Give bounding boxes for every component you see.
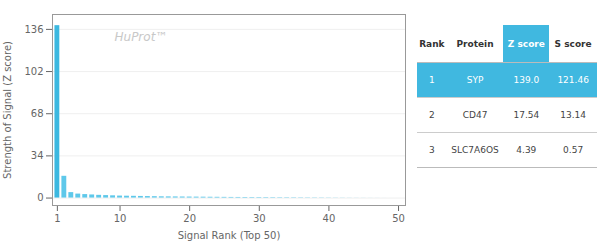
svg-text:10: 10	[114, 213, 127, 224]
svg-text:0: 0	[37, 192, 43, 203]
html-text:Z score: Z score	[507, 38, 545, 49]
html-text:1: 1	[429, 75, 435, 85]
html-text:Protein: Protein	[456, 38, 494, 49]
svg-text:30: 30	[253, 213, 266, 224]
html-text:17.54: 17.54	[513, 110, 540, 120]
svg-text:1: 1	[54, 213, 60, 224]
svg-text:Signal Rank (Top 50): Signal Rank (Top 50)	[178, 230, 281, 241]
svg-text:HuProt™: HuProt™	[115, 30, 168, 44]
svg-text:Strength of Signal (Z score): Strength of Signal (Z score)	[2, 41, 13, 179]
svg-text:34: 34	[31, 150, 44, 161]
svg-text:102: 102	[24, 66, 43, 77]
svg-text:68: 68	[31, 108, 44, 119]
html-text:121.46: 121.46	[557, 75, 589, 85]
html-text:SYP: SYP	[466, 75, 484, 85]
html-text:0.57: 0.57	[563, 145, 584, 155]
html-text:Rank: Rank	[419, 38, 445, 49]
html-text:3: 3	[429, 145, 435, 155]
html-text:13.14: 13.14	[560, 110, 586, 120]
svg-text:50: 50	[392, 213, 405, 224]
svg-text:20: 20	[183, 213, 196, 224]
svg-text:136: 136	[24, 24, 43, 35]
svg-text:40: 40	[323, 213, 336, 224]
html-text:4.39: 4.39	[516, 145, 537, 155]
html-text:S score: S score	[554, 38, 592, 49]
html-text:2: 2	[429, 110, 435, 120]
html-text:CD47: CD47	[462, 110, 488, 120]
html-text:139.0: 139.0	[513, 75, 540, 85]
html-text:SLC7A6OS: SLC7A6OS	[451, 145, 499, 155]
